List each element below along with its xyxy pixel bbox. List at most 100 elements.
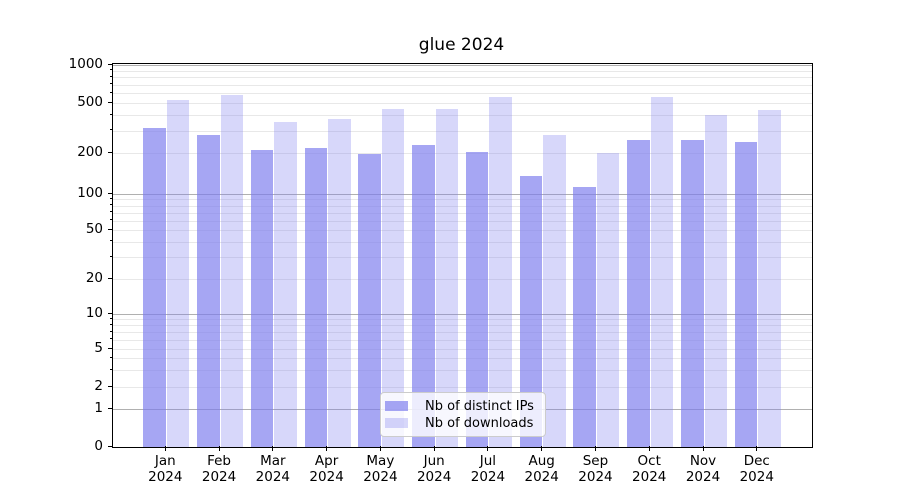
y-minor-tick-mark [109,255,112,257]
x-tick-mark-mar [272,446,274,451]
gridline-minor [113,205,812,207]
x-tick-label-dec: Dec 2024 [739,453,774,485]
x-tick-mark-jan [164,446,166,451]
legend-label-downloads: Nb of downloads [425,415,534,431]
gridline-minor [113,387,812,388]
y-minor-tick-mark [109,338,112,340]
gridline-minor [113,257,812,259]
bar-downloads-sep [596,152,620,447]
x-tick-label-mar: Mar 2024 [255,453,291,485]
y-tick-label-1000: 1000 [68,56,103,72]
legend-swatch-distinct-ips [385,401,408,411]
y-tick-mark [107,63,112,65]
y-minor-tick-mark [109,91,112,93]
y-tick-label-20: 20 [85,270,103,286]
x-tick-mark-jul [487,446,489,451]
y-minor-tick-mark [109,323,112,325]
gridline-minor [113,199,812,201]
bar-downloads-may [381,109,405,447]
x-tick-mark-jun [433,446,435,451]
y-tick-label-100: 100 [77,185,103,201]
bar-downloads-jun [435,108,459,447]
x-tick-label-jun: Jun 2024 [416,453,452,485]
y-minor-tick-mark [109,368,112,370]
gridline-minor [113,370,812,372]
y-tick-label-10: 10 [85,305,103,321]
bar-downloads-feb [220,95,244,447]
y-tick-mark [107,151,112,153]
x-tick-label-aug: Aug 2024 [524,453,559,485]
gridline-major [113,65,812,66]
y-tick-label-5: 5 [94,340,103,356]
y-minor-tick-mark [109,211,112,213]
bar-downloads-nov [704,115,727,447]
y-minor-tick-mark [109,75,112,77]
x-tick-label-oct: Oct 2024 [632,453,667,485]
y-tick-mark [107,347,112,349]
y-tick-mark [107,101,112,103]
bar-downloads-oct [650,96,674,447]
bar-distinct-ips-jun [412,144,435,447]
x-tick-label-sep: Sep 2024 [578,453,613,485]
gridline-minor [113,220,812,222]
x-tick-mark-dec [756,446,758,451]
gridline-minor [113,153,812,154]
bar-distinct-ips-aug [519,176,543,447]
gridline-minor [113,358,812,360]
y-tick-mark [107,385,112,387]
x-tick-label-nov: Nov 2024 [685,453,721,485]
bar-downloads-dec [758,109,781,447]
gridline-minor [113,325,812,327]
bar-downloads-mar [274,121,297,447]
y-tick-mark [107,445,112,447]
bar-distinct-ips-jan [143,127,166,447]
gridline-minor [113,93,812,94]
y-tick-label-2: 2 [94,378,103,394]
legend-label-distinct-ips: Nb of distinct IPs [425,398,534,414]
y-minor-tick-mark [109,330,112,332]
plot-area [112,63,813,448]
y-tick-label-50: 50 [85,221,103,237]
legend: Nb of distinct IPs Nb of downloads [380,392,546,437]
gridline-minor [113,349,812,350]
bar-downloads-jan [166,100,190,447]
bar-distinct-ips-feb [197,134,220,447]
x-tick-mark-may [379,446,381,451]
y-tick-mark [107,277,112,279]
bar-distinct-ips-may [358,154,381,447]
y-minor-tick-mark [109,129,112,131]
x-tick-mark-nov [702,446,704,451]
x-tick-mark-sep [594,446,596,451]
gridline-minor [113,339,812,341]
gridline-minor [113,332,812,333]
bar-distinct-ips-dec [734,142,758,447]
y-tick-mark [107,312,112,314]
x-tick-label-feb: Feb 2024 [201,453,237,485]
y-tick-mark [107,192,112,194]
gridline-minor [113,84,812,86]
y-minor-tick-mark [109,113,112,115]
gridline-minor [113,241,812,243]
y-minor-tick-mark [109,204,112,206]
y-tick-label-500: 500 [77,94,103,110]
y-tick-label-0: 0 [94,438,103,454]
y-tick-label-200: 200 [77,144,103,160]
legend-item-downloads: Nb of downloads [385,415,545,431]
bar-distinct-ips-nov [681,140,704,447]
x-tick-label-jul: Jul 2024 [470,453,506,485]
gridline-minor [113,130,812,132]
y-minor-tick-mark [109,240,112,242]
gridline-minor [113,115,812,117]
y-minor-tick-mark [109,83,112,85]
bar-downloads-jul [489,96,512,447]
bar-distinct-ips-sep [573,186,596,447]
x-tick-mark-oct [648,446,650,451]
gridline-minor [113,103,812,104]
y-minor-tick-mark [109,219,112,221]
gridline-minor [113,77,812,79]
y-minor-tick-mark [109,197,112,199]
gridline-minor [113,212,812,214]
gridline-major [113,194,812,195]
gridline-minor [113,70,812,72]
